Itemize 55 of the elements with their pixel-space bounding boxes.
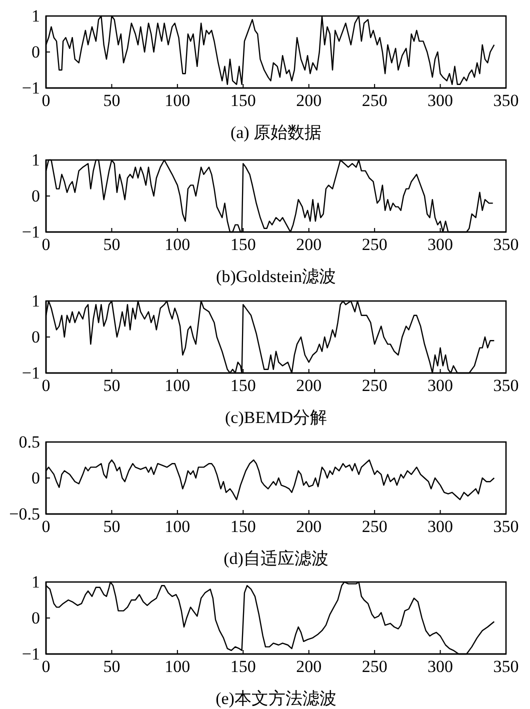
x-axis-title: (c)BEMD分解 <box>225 408 327 427</box>
x-tick-label: 200 <box>296 376 322 396</box>
y-tick-label: 1 <box>32 6 40 26</box>
x-tick-label: 50 <box>103 376 120 396</box>
x-tick-label: 250 <box>362 376 388 396</box>
y-tick-label: 1 <box>32 572 40 592</box>
x-tick-label: 300 <box>428 91 454 110</box>
x-axis-title: (a) 原始数据 <box>230 123 322 142</box>
x-tick-label: 250 <box>362 235 388 254</box>
x-tick-label: 200 <box>296 91 322 110</box>
x-tick-label: 50 <box>103 657 120 676</box>
x-tick-label: 200 <box>296 235 322 254</box>
x-tick-label: 50 <box>103 235 120 254</box>
x-axis-title: (e)本文方法滤波 <box>216 689 336 708</box>
y-tick-label: 1 <box>32 150 40 170</box>
x-axis-title: (d)自适应滤波 <box>224 549 328 568</box>
x-tick-label: 200 <box>296 517 322 536</box>
y-tick-label: 1 <box>32 291 40 310</box>
x-tick-label: 150 <box>230 517 256 536</box>
y-tick-label: −1 <box>22 222 40 242</box>
x-tick-label: 250 <box>362 657 388 676</box>
x-tick-label: 50 <box>103 517 120 536</box>
x-tick-label: 300 <box>428 657 454 676</box>
x-tick-label: 300 <box>428 235 454 254</box>
y-tick-label: −1 <box>22 363 40 382</box>
x-tick-label: 150 <box>230 91 256 110</box>
x-tick-label: 100 <box>164 517 190 536</box>
x-tick-label: 300 <box>428 517 454 536</box>
x-tick-label: 350 <box>493 517 519 536</box>
x-tick-label: 150 <box>230 657 256 676</box>
x-tick-label: 250 <box>362 91 388 110</box>
y-tick-label: 0 <box>32 608 40 628</box>
y-tick-label: −0.5 <box>9 504 40 524</box>
x-tick-label: 100 <box>164 376 190 396</box>
x-tick-label: 350 <box>493 376 519 396</box>
y-tick-label: 0 <box>32 468 40 488</box>
x-tick-label: 150 <box>230 376 256 396</box>
x-tick-label: 350 <box>493 91 519 110</box>
x-tick-label: 150 <box>230 235 256 254</box>
x-tick-label: 200 <box>296 657 322 676</box>
x-tick-label: 350 <box>493 657 519 676</box>
y-tick-label: 0 <box>32 186 40 206</box>
y-tick-label: 0 <box>32 42 40 62</box>
x-tick-label: 300 <box>428 376 454 396</box>
x-tick-label: 100 <box>164 91 190 110</box>
y-tick-label: −1 <box>22 644 40 664</box>
x-tick-label: 100 <box>164 235 190 254</box>
x-axis-title: (b)Goldstein滤波 <box>216 267 336 286</box>
x-tick-label: 350 <box>493 235 519 254</box>
y-tick-label: 0.5 <box>18 432 40 452</box>
x-tick-label: 100 <box>164 657 190 676</box>
y-tick-label: −1 <box>22 78 40 98</box>
y-tick-label: 0 <box>32 327 40 346</box>
x-tick-label: 50 <box>103 91 120 110</box>
x-tick-label: 250 <box>362 517 388 536</box>
